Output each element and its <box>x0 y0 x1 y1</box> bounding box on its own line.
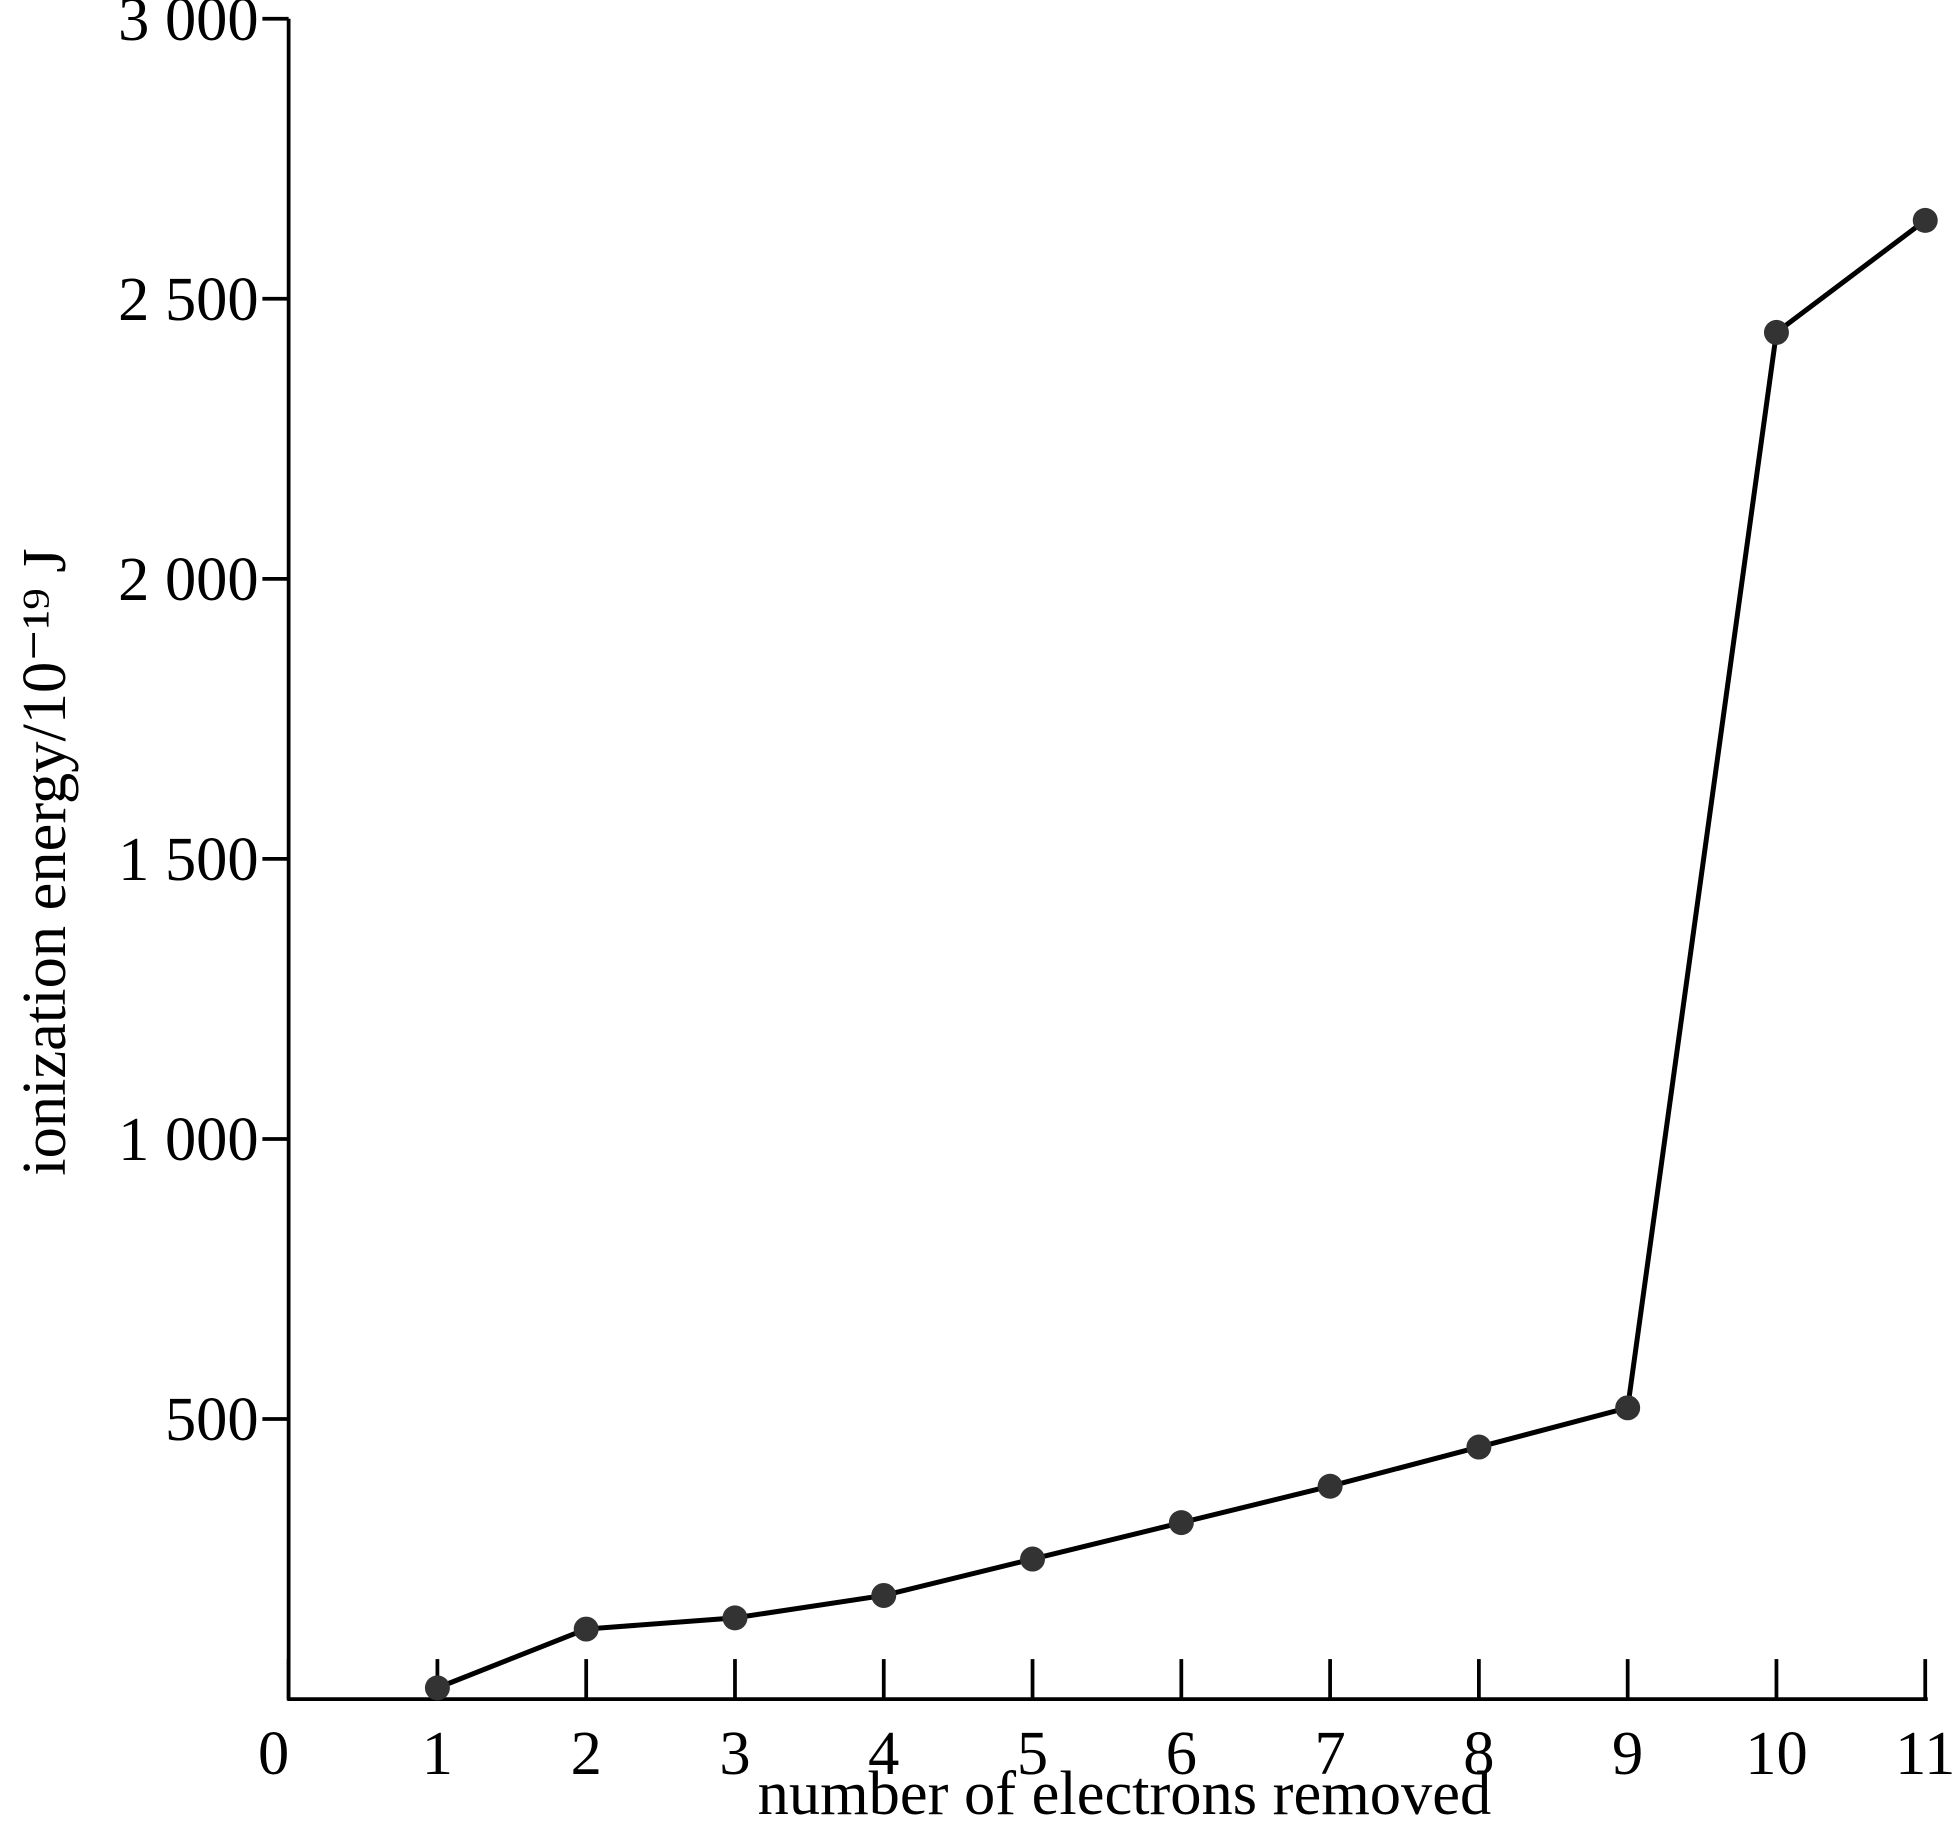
y-tick-label: 2 500 <box>118 264 259 334</box>
x-tick-label: 0 <box>258 1718 289 1788</box>
y-tick-label: 3 000 <box>118 0 259 54</box>
data-point <box>573 1616 599 1642</box>
y-axis-label: ionization energy/10⁻¹⁹ J <box>9 548 79 1175</box>
x-tick-label: 3 <box>719 1718 750 1788</box>
x-tick-label: 2 <box>571 1718 602 1788</box>
y-tick-label: 2 000 <box>118 544 259 614</box>
data-point <box>1466 1434 1492 1460</box>
y-tick-label: 1 000 <box>118 1104 259 1174</box>
x-tick-label: 11 <box>1895 1718 1955 1788</box>
x-tick-label: 4 <box>868 1718 899 1788</box>
data-point <box>1615 1395 1641 1421</box>
y-tick-label: 500 <box>165 1384 259 1454</box>
data-point <box>1020 1546 1046 1572</box>
x-tick-label: 10 <box>1745 1718 1807 1788</box>
x-tick-label: 6 <box>1166 1718 1197 1788</box>
data-point <box>722 1605 748 1631</box>
x-tick-label: 1 <box>422 1718 453 1788</box>
data-point <box>871 1582 897 1608</box>
data-point <box>1763 319 1789 345</box>
data-line <box>436 218 1927 1691</box>
x-tick-label: 9 <box>1612 1718 1643 1788</box>
x-tick-label: 8 <box>1463 1718 1494 1788</box>
data-point <box>424 1675 450 1701</box>
x-tick-label: 5 <box>1017 1718 1048 1788</box>
data-point <box>1912 207 1938 233</box>
x-axis-label: number of electrons removed <box>758 1758 1492 1828</box>
y-tick-label: 1 500 <box>118 824 259 894</box>
data-point <box>1317 1473 1343 1499</box>
x-tick-label: 7 <box>1314 1718 1345 1788</box>
data-point <box>1168 1510 1194 1536</box>
